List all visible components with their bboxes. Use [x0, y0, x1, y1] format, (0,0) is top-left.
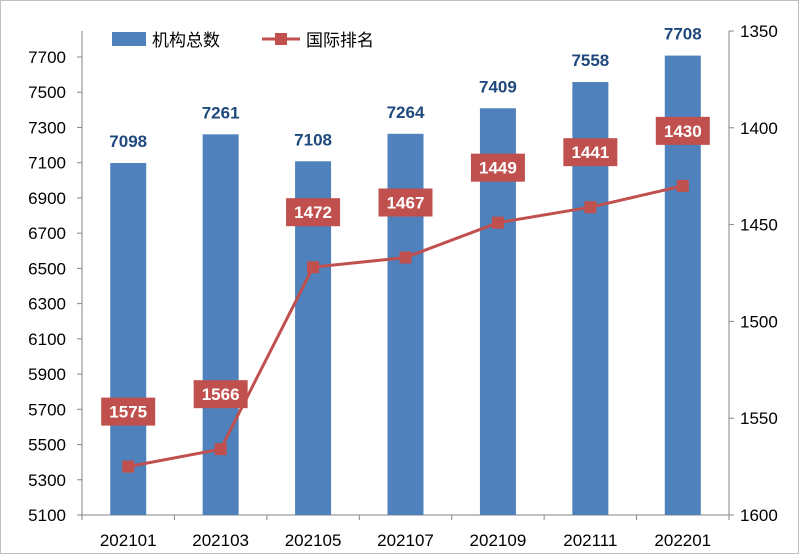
line-label-box: [286, 198, 341, 227]
left-tick-label: 5100: [28, 506, 66, 525]
line-marker: [122, 460, 135, 473]
line-data-label: 1575: [109, 403, 147, 422]
left-tick-label: 6100: [28, 330, 66, 349]
line-marker: [399, 251, 412, 264]
line-label-box: [193, 380, 248, 409]
bar-data-label: 7409: [479, 77, 517, 96]
line-data-label: 1430: [664, 122, 702, 141]
line-label-box: [378, 188, 433, 217]
x-tick-label: 202109: [470, 531, 527, 550]
right-tick-label: 1450: [740, 216, 778, 235]
left-tick-label: 7500: [28, 83, 66, 102]
bar: [110, 163, 147, 515]
x-tick-label: 202105: [285, 531, 342, 550]
line-data-label: 1441: [571, 143, 609, 162]
right-tick-label: 1400: [740, 119, 778, 138]
left-tick-label: 7300: [28, 118, 66, 137]
line-marker: [307, 261, 320, 274]
left-tick-label: 6500: [28, 259, 66, 278]
line-marker: [214, 443, 227, 456]
left-tick-label: 6700: [28, 224, 66, 243]
bar-data-label: 7558: [571, 51, 609, 70]
line-data-label: 1449: [479, 159, 517, 178]
left-tick-label: 7100: [28, 154, 66, 173]
bar-data-label: 7708: [664, 25, 702, 44]
line-marker: [676, 179, 689, 192]
line-label-box: [563, 138, 618, 167]
line-label-box: [655, 116, 710, 145]
x-tick-label: 202101: [100, 531, 157, 550]
right-tick-label: 1550: [740, 409, 778, 428]
left-tick-label: 5900: [28, 365, 66, 384]
legend-line-marker: [275, 33, 287, 45]
right-tick-label: 1350: [740, 22, 778, 41]
right-tick-label: 1600: [740, 506, 778, 525]
x-tick-label: 202111: [563, 531, 617, 550]
x-tick-label: 202201: [654, 531, 711, 550]
right-tick-label: 1500: [740, 312, 778, 331]
bar-data-label: 7098: [109, 132, 147, 151]
left-tick-label: 6900: [28, 189, 66, 208]
bar: [202, 134, 239, 515]
legend-bar-swatch: [112, 32, 146, 46]
bar-data-label: 7261: [202, 103, 240, 122]
bar-data-label: 7108: [294, 130, 332, 149]
legend-line-label: 国际排名: [306, 31, 374, 50]
legend-bar-label: 机构总数: [152, 31, 220, 50]
left-tick-label: 5300: [28, 471, 66, 490]
left-tick-label: 5700: [28, 400, 66, 419]
x-tick-label: 202107: [377, 531, 434, 550]
line-label-box: [101, 397, 156, 426]
line-label-box: [470, 153, 525, 182]
line-marker: [584, 201, 597, 214]
bar-data-label: 7264: [387, 103, 425, 122]
line-data-label: 1566: [202, 385, 240, 404]
line-data-label: 1467: [387, 194, 425, 213]
left-tick-label: 5500: [28, 436, 66, 455]
line-data-label: 1472: [294, 203, 332, 222]
left-tick-label: 6300: [28, 295, 66, 314]
line-marker: [491, 216, 504, 229]
x-tick-label: 202103: [192, 531, 249, 550]
left-tick-label: 7700: [28, 48, 66, 67]
